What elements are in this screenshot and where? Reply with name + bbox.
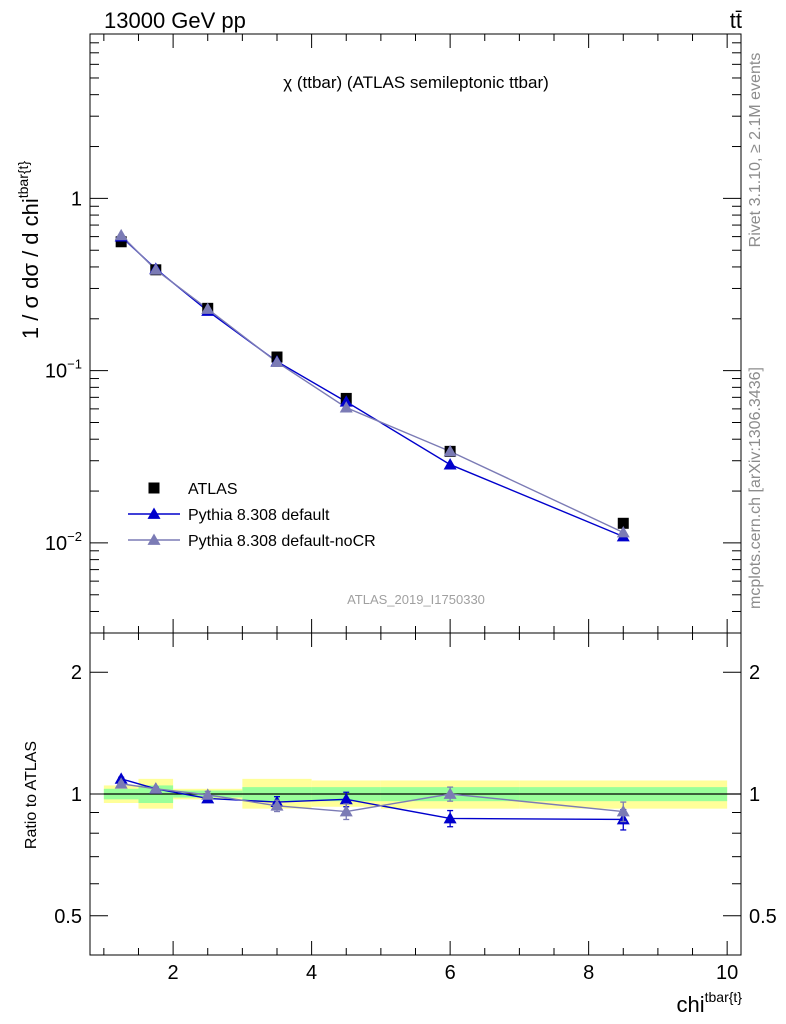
data-point <box>443 444 457 457</box>
ratio-data-point <box>270 799 284 811</box>
main-ytick-label: 10−1 <box>45 357 82 383</box>
analysis-watermark: ATLAS_2019_I1750330 <box>347 592 485 607</box>
main-ylabel-text: 1 / σ dσ / d chi <box>18 198 43 339</box>
ratio-xlabel-text: chi <box>677 992 705 1017</box>
legend-marker <box>148 482 160 494</box>
data-point <box>115 236 127 248</box>
ratio-ytick-label-right: 1 <box>749 784 760 806</box>
ratio-xlabel-superscript: tbar{t} <box>705 989 743 1005</box>
header-process-label: tt̄ <box>730 8 742 33</box>
ratio-xlabel: chitbar{t} <box>677 989 743 1017</box>
main-panel: 1 10−1 10−2 χ (ttbar) (ATLAS semileptonic … <box>15 33 742 634</box>
main-ylabel: 1 / σ dσ / d chitbar{t} <box>15 161 43 340</box>
data-point <box>149 263 163 275</box>
ratio-data-point <box>443 787 457 799</box>
ratio-ytick-label: 2 <box>71 662 82 684</box>
ratio-data-point <box>339 805 353 817</box>
main-ylabel-superscript: tbar{t} <box>15 161 31 199</box>
legend-label: ATLAS <box>188 481 238 498</box>
ratio-data-point <box>339 792 353 805</box>
ratio-data-point <box>616 805 630 817</box>
ratio-ytick-label-right: 0.5 <box>749 906 777 928</box>
data-point <box>443 458 457 470</box>
ratio-xtick-label: 2 <box>168 962 179 984</box>
legend-marker <box>147 507 161 519</box>
main-series-markers-2 <box>114 228 630 538</box>
ratio-ylabel: Ratio to ATLAS <box>23 741 40 849</box>
data-point <box>617 517 629 529</box>
data-point <box>339 395 353 407</box>
main-ytick-label: 1 <box>71 188 82 210</box>
header-energy-label: 13000 GeV pp <box>104 8 246 33</box>
ratio-panel: 2 2 1 1 0.5 0.5 2 4 6 8 10 Ratio to ATLAS chitbar… <box>23 632 777 1017</box>
main-ytick-label: 10−2 <box>45 529 82 555</box>
mcplots-reference-label: mcplots.cern.ch [arXiv:1306.3436] <box>747 367 764 609</box>
data-point <box>201 302 215 314</box>
ratio-xtick-label: 4 <box>306 962 317 984</box>
legend: ATLAS Pythia 8.308 default Pythia 8.308 de… <box>128 481 376 550</box>
data-point <box>339 401 353 413</box>
ratio-ytick-label-right: 2 <box>749 662 760 684</box>
ratio-data-point <box>443 811 457 824</box>
ratio-series-1 <box>114 777 630 823</box>
data-point <box>114 228 128 241</box>
legend-label: Pythia 8.308 default-noCR <box>188 533 376 550</box>
ratio-xtick-label: 8 <box>583 962 594 984</box>
data-point <box>270 355 284 368</box>
ratio-data-point <box>201 788 215 800</box>
ratio-xtick-label: 6 <box>445 962 456 984</box>
legend-marker <box>147 533 161 545</box>
ratio-data-point <box>114 777 128 789</box>
legend-label: Pythia 8.308 default <box>188 507 330 524</box>
plot-title: χ (ttbar) (ATLAS semileptonic ttbar) <box>283 73 549 92</box>
ratio-xtick-label: 10 <box>716 962 738 984</box>
ratio-ytick-label: 0.5 <box>54 906 82 928</box>
ratio-ytick-label: 1 <box>71 784 82 806</box>
data-point <box>616 525 630 538</box>
rivet-version-label: Rivet 3.1.10, ≥ 2.1M events <box>747 53 764 248</box>
ratio-data-point <box>149 782 163 794</box>
